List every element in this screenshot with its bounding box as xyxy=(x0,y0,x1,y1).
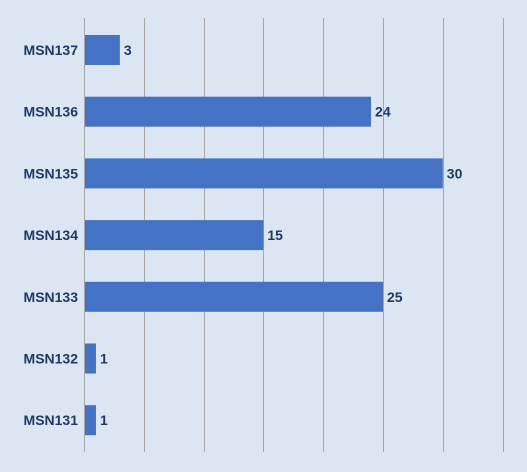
labels: MSN137 3 MSN136 24 MSN135 30 MSN134 15 MSN133 25 M… xyxy=(24,42,463,428)
bar-msn133 xyxy=(85,281,383,312)
bar-msn137 xyxy=(85,35,120,65)
data-label-msn135: 30 xyxy=(447,165,463,181)
category-label-msn134: MSN134 xyxy=(24,227,79,243)
data-label-msn132: 1 xyxy=(100,351,108,367)
data-label-msn136: 24 xyxy=(375,104,391,120)
data-label-msn137: 3 xyxy=(124,42,132,58)
bars xyxy=(85,35,443,436)
bar-msn131 xyxy=(85,405,96,436)
category-label-msn133: MSN133 xyxy=(24,289,79,305)
data-label-msn133: 25 xyxy=(387,289,403,305)
bar-msn135 xyxy=(85,158,443,189)
data-label-msn131: 1 xyxy=(100,412,108,428)
category-label-msn136: MSN136 xyxy=(24,104,79,120)
bar-msn136 xyxy=(85,96,372,127)
bar-msn132 xyxy=(85,343,96,374)
bar-msn134 xyxy=(85,220,264,251)
category-label-msn137: MSN137 xyxy=(24,42,79,58)
data-label-msn134: 15 xyxy=(267,227,283,243)
category-label-msn131: MSN131 xyxy=(24,412,79,428)
category-label-msn132: MSN132 xyxy=(24,351,79,367)
category-label-msn135: MSN135 xyxy=(24,165,79,181)
